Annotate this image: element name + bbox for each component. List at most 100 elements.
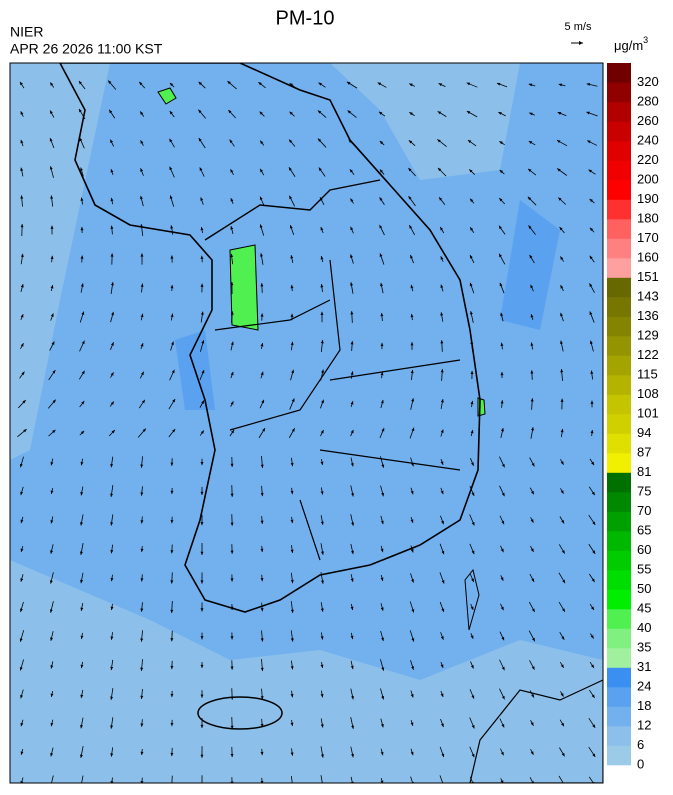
wind-arrowhead <box>380 371 384 376</box>
wind-arrowhead <box>318 82 322 86</box>
wind-arrowhead <box>530 722 534 726</box>
wind-arrowhead <box>590 400 594 404</box>
wind-arrowhead <box>230 226 234 230</box>
wind-arrowhead <box>52 370 56 374</box>
wind-arrowhead <box>380 313 384 317</box>
border <box>204 179 381 241</box>
wind-arrow <box>290 776 293 783</box>
wind-arrowhead <box>592 724 596 728</box>
wind-arrowhead <box>380 751 384 756</box>
wind-arrowhead <box>317 138 322 142</box>
wind-arrowhead <box>79 551 83 555</box>
wind-arrowhead <box>561 722 564 727</box>
wind-arrowhead <box>320 724 324 728</box>
wind-arrowhead <box>589 283 593 287</box>
wind-arrowhead <box>80 579 84 584</box>
wind-arrowhead <box>50 313 54 317</box>
wind-arrowhead <box>230 578 234 582</box>
wind-arrowhead <box>561 636 565 640</box>
wind-arrowhead <box>109 109 113 114</box>
wind-arrowhead <box>20 314 24 318</box>
wind-arrowhead <box>410 342 414 346</box>
colorbar-label: 35 <box>637 639 651 654</box>
wind-arrowhead <box>320 580 324 584</box>
wind-arrowhead <box>442 783 445 786</box>
wind-arrowhead <box>470 665 474 669</box>
wind-arrowhead <box>80 167 83 171</box>
wind-arrowhead <box>527 196 532 201</box>
wind-arrowhead <box>200 283 204 287</box>
wind-arrowhead <box>170 638 174 642</box>
wind-arrowhead <box>469 169 473 173</box>
wind-arrowhead <box>230 198 234 202</box>
colorbar-segment <box>607 745 631 766</box>
wind-arrowhead <box>110 197 114 202</box>
wind-arrowhead <box>50 225 54 229</box>
wind-arrowhead <box>500 751 504 756</box>
wind-arrowhead <box>441 580 445 584</box>
wind-arrowhead <box>80 664 84 669</box>
wind-arrowhead <box>50 637 54 641</box>
wind-arrow <box>588 776 594 783</box>
wind-arrowhead <box>50 520 54 524</box>
wind-arrowhead <box>170 752 174 757</box>
wind-arrowhead <box>289 111 293 115</box>
colorbar-label: 108 <box>637 386 659 401</box>
wind-arrowhead <box>350 665 354 670</box>
wind-arrowhead <box>320 311 324 315</box>
map-frame <box>9 62 604 784</box>
wind-arrowhead <box>590 370 594 374</box>
wind-arrowhead <box>440 369 444 373</box>
wind-arrowhead <box>531 694 534 698</box>
wind-arrowhead <box>470 227 474 231</box>
wind-arrowhead <box>528 141 533 144</box>
colorbar-label: 136 <box>637 308 659 323</box>
colorbar-label: 65 <box>637 522 651 537</box>
wind-arrowhead <box>290 638 294 642</box>
wind-arrowhead <box>20 111 24 115</box>
colorbar-segment <box>607 102 631 122</box>
wind-arrowhead <box>499 282 503 287</box>
wind-arrowhead <box>200 430 204 434</box>
wind-arrowhead <box>410 490 414 495</box>
wind-arrowhead <box>437 139 441 143</box>
wind-arrowhead <box>470 340 474 344</box>
wind-arrowhead <box>110 225 114 229</box>
wind-arrowhead <box>320 491 324 495</box>
wind-arrowhead <box>471 522 475 526</box>
wind-arrowhead <box>230 401 234 405</box>
wind-arrowhead <box>260 696 264 700</box>
wind-arrowhead <box>348 139 353 143</box>
colorbar-label: 143 <box>637 288 659 303</box>
wind-arrowhead <box>320 226 324 231</box>
wind-arrowhead <box>81 370 85 375</box>
wind-arrowhead <box>80 283 84 287</box>
wind-arrowhead <box>230 493 234 497</box>
wind-arrowhead <box>80 724 84 729</box>
wind-arrowhead <box>140 224 144 228</box>
wind-arrowhead <box>290 490 294 495</box>
wind-arrowhead <box>20 195 24 199</box>
island <box>464 568 480 631</box>
wind-arrowhead <box>260 520 264 524</box>
wind-arrowhead <box>408 168 412 172</box>
wind-arrowhead <box>50 490 54 494</box>
wind-arrowhead <box>170 665 174 670</box>
wind-arrowhead <box>320 340 324 344</box>
wind-arrowhead <box>350 311 354 315</box>
wind-arrowhead <box>530 342 534 346</box>
wind-arrowhead <box>588 169 592 173</box>
wind-arrowhead <box>560 369 564 373</box>
wind-arrowhead <box>20 224 24 228</box>
wind-arrowhead <box>290 609 294 613</box>
wind-arrow <box>529 777 534 783</box>
wind-arrowhead <box>379 253 383 257</box>
colorbar-segment <box>607 726 631 746</box>
wind-arrowhead <box>590 664 594 668</box>
wind-arrowhead <box>589 311 593 315</box>
wind-arrowhead <box>411 398 415 402</box>
wind-arrowhead <box>290 313 294 317</box>
colorbar-label: 87 <box>637 444 651 459</box>
wind-arrowhead <box>381 696 385 700</box>
colorbar-label: 115 <box>637 366 658 381</box>
